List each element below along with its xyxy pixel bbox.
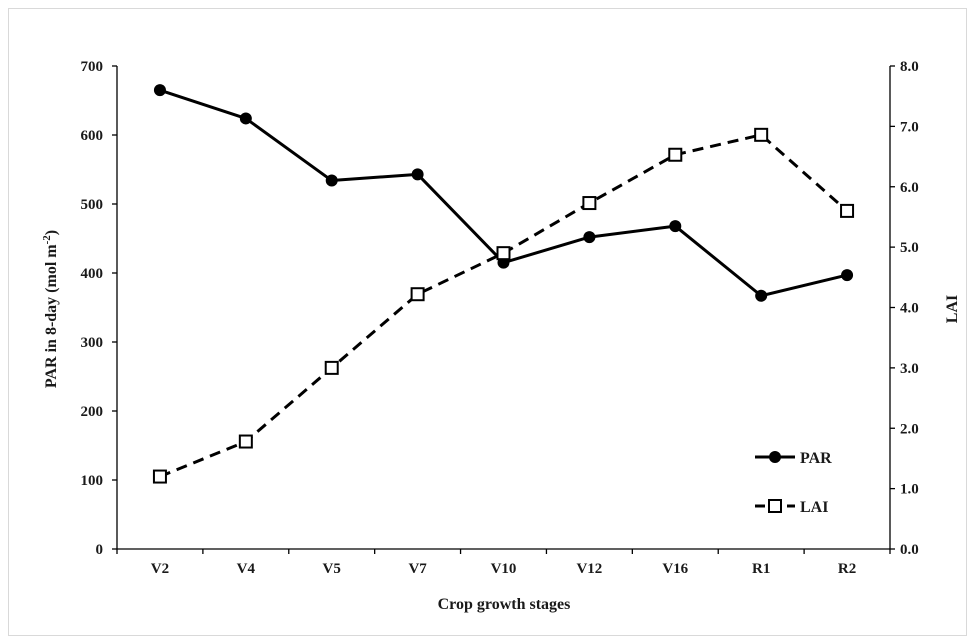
y2-tick-label: 8.0 bbox=[900, 59, 919, 75]
lai-point bbox=[410, 287, 425, 302]
legend: PAR LAI bbox=[755, 450, 832, 516]
par-point bbox=[239, 112, 252, 125]
lai-point bbox=[840, 203, 855, 218]
y2-tick-label: 4.0 bbox=[900, 301, 919, 317]
legend-par-marker bbox=[769, 451, 781, 463]
x-tick-label: R1 bbox=[752, 561, 770, 577]
y-tick-label: 500 bbox=[81, 197, 104, 213]
lai-point bbox=[496, 246, 511, 261]
chart-marks bbox=[152, 84, 855, 484]
x-tick-label: R2 bbox=[838, 561, 856, 577]
y2-tick-label: 6.0 bbox=[900, 180, 919, 196]
y-axis-title-superscript: -2 bbox=[41, 235, 53, 245]
x-tick-label: V2 bbox=[151, 561, 169, 577]
legend-lai-marker bbox=[768, 499, 782, 513]
par-point bbox=[325, 174, 338, 187]
y-tick-label: 400 bbox=[81, 266, 104, 282]
par-point bbox=[755, 289, 768, 302]
lai-point bbox=[754, 127, 769, 142]
y-tick-label: 0 bbox=[96, 542, 104, 558]
par-point bbox=[841, 269, 854, 282]
x-tick-label: V7 bbox=[408, 561, 427, 577]
y-tick-label: 100 bbox=[81, 473, 104, 489]
lai-point bbox=[152, 469, 167, 484]
x-tick-label: V4 bbox=[237, 561, 256, 577]
y2-tick-label: 0.0 bbox=[900, 542, 919, 558]
y2-tick-label: 3.0 bbox=[900, 361, 919, 377]
lai-point bbox=[582, 196, 597, 211]
par-point bbox=[583, 231, 596, 244]
legend-par-label: PAR bbox=[800, 450, 832, 467]
lai-point bbox=[324, 360, 339, 375]
par-point bbox=[669, 220, 682, 233]
chart-frame bbox=[8, 8, 967, 636]
par-point bbox=[411, 168, 424, 181]
y-tick-label: 600 bbox=[81, 128, 104, 144]
y2-tick-label: 1.0 bbox=[900, 482, 919, 498]
axes: 0 100 200 300 400 500 600 700 0.0 1.0 2.0 3.0 4.0 5.0… bbox=[81, 59, 919, 577]
par-point bbox=[153, 84, 166, 97]
y-tick-label: 700 bbox=[81, 59, 104, 75]
y2-tick-label: 5.0 bbox=[900, 240, 919, 256]
x-tick-label: V5 bbox=[323, 561, 341, 577]
x-tick-label: V10 bbox=[491, 561, 517, 577]
y-axis-title: PAR in 8-day (mol m-2) bbox=[41, 230, 60, 388]
x-tick-label: V16 bbox=[662, 561, 688, 577]
y-tick-label: 200 bbox=[81, 404, 104, 420]
y2-tick-label: 7.0 bbox=[900, 119, 919, 135]
y-tick-label: 300 bbox=[81, 335, 104, 351]
series-line-lai bbox=[159, 133, 849, 478]
x-axis-title: Crop growth stages bbox=[438, 596, 571, 613]
x-tick-label: V12 bbox=[576, 561, 602, 577]
y2-axis-title: LAI bbox=[944, 295, 961, 323]
lai-point bbox=[238, 434, 253, 449]
lai-point bbox=[668, 147, 683, 162]
legend-lai-label: LAI bbox=[800, 499, 828, 516]
y2-tick-label: 2.0 bbox=[900, 421, 919, 437]
